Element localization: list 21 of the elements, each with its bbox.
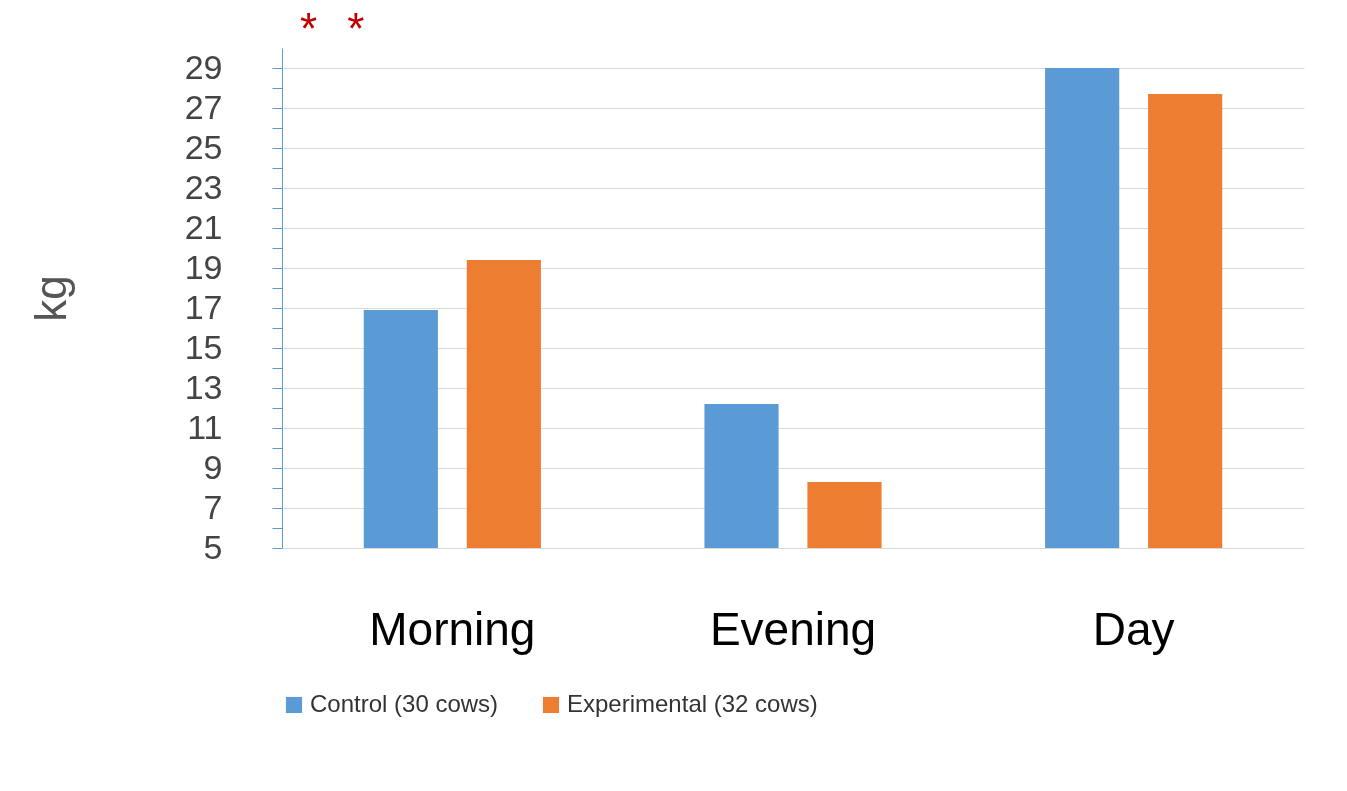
x-tick-label: Morning [369,602,536,655]
x-tick-label: Evening [709,602,877,655]
y-tick-label: 27 [184,87,223,126]
y-tick-label: 29 [184,47,223,86]
y-tick-label: 19 [184,247,223,286]
y-tick-label: 17 [184,287,223,326]
y-tick-label: 23 [184,167,223,206]
x-tick-label: Day [1092,602,1175,655]
y-tick-label: 25 [184,127,223,166]
y-tick-label: 13 [184,367,223,406]
annotation: * [347,4,365,53]
y-axis-title: kg [25,275,75,322]
y-tick-label: 15 [184,327,223,366]
y-tick-label: 5 [203,527,223,566]
annotation: * [300,4,318,53]
legend-label: Experimental (32 cows) [567,690,818,717]
y-tick-label: 7 [203,487,223,526]
y-tick-label: 9 [203,447,223,486]
legend-label: Control (30 cows) [310,690,499,717]
y-tick-label: 21 [184,207,223,246]
y-tick-label: 11 [187,407,223,446]
